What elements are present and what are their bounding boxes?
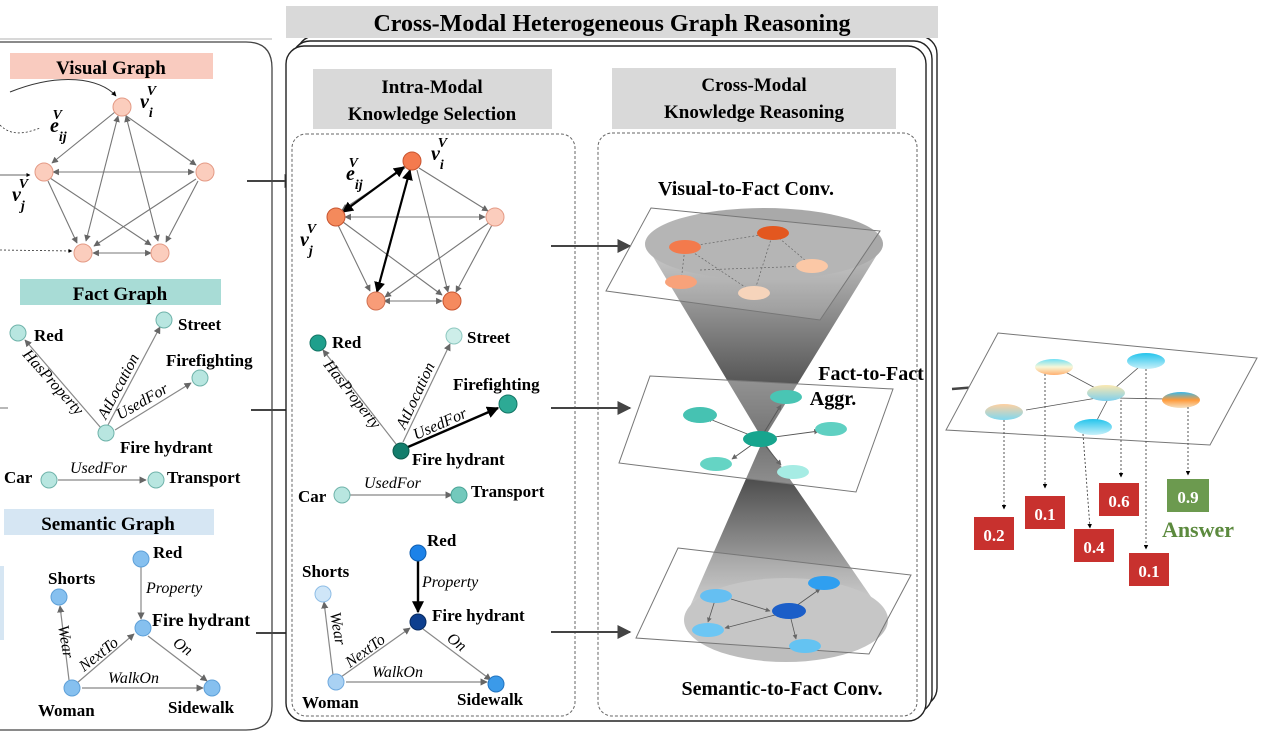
fact-graph-edges — [0, 326, 192, 484]
score-box-1 — [974, 517, 1014, 550]
score-box-4 — [1099, 483, 1139, 516]
visual-graph-label: Visual Graph — [56, 58, 166, 79]
v-j-label: vjV — [12, 177, 30, 214]
visual-to-fact-label: Visual-to-Fact Conv. — [658, 178, 834, 200]
intra-sem-edges — [321, 601, 492, 686]
cross-box — [597, 132, 918, 717]
intra-fact-node-car: Car — [298, 487, 327, 506]
intra-v-i-label: viV — [431, 136, 449, 173]
semantic-graph-edges — [57, 566, 208, 692]
fact-node-car: Car — [4, 468, 33, 487]
visual-graph-nodes — [34, 97, 215, 263]
semantic-graph-label: Semantic Graph — [41, 514, 175, 535]
intra-visual-nodes — [326, 151, 505, 311]
cross-header-line2: Knowledge Reasoning — [664, 102, 844, 123]
cross-header-bg — [612, 68, 896, 129]
top-plane-nodes — [665, 226, 828, 300]
fact-graph-label: Fact Graph — [73, 284, 168, 305]
intra-sem-node-red: Red — [427, 531, 457, 550]
intra-sem-node-sidewalk: Sidewalk — [457, 690, 524, 709]
intra-header-line2: Knowledge Selection — [348, 104, 517, 125]
fact-to-fact-label-2: Aggr. — [810, 388, 856, 410]
visual-graph-label-bg — [10, 53, 213, 79]
fact-to-fact-label-1: Fact-to-Fact — [818, 363, 924, 385]
intra-v-j-label: vjV — [300, 222, 318, 259]
intra-fact-node-fire-hydrant: Fire hydrant — [412, 450, 505, 469]
e-ij-label: eijV — [50, 108, 67, 145]
intra-box — [291, 133, 576, 717]
sem-edge-wear: Wear — [54, 624, 77, 660]
intra-sem-node-shorts: Shorts — [302, 562, 350, 581]
sem-node-sidewalk: Sidewalk — [168, 698, 235, 717]
intra-sem-edge-wear: Wear — [326, 611, 349, 647]
hourglass — [645, 208, 888, 662]
fact-edge-usedfor-2: UsedFor — [70, 460, 128, 477]
intra-fact-nodes — [309, 327, 518, 504]
visual-to-fact-plane — [605, 207, 881, 321]
intra-header-bg — [313, 69, 552, 129]
intra-sem-node-woman: Woman — [302, 693, 359, 712]
intra-to-cross-arrows — [551, 239, 632, 639]
fact-graph-nodes — [9, 311, 209, 489]
sem-node-woman: Woman — [38, 701, 95, 720]
score-3: 0.4 — [1083, 538, 1105, 557]
answer-label: Answer — [1162, 517, 1234, 542]
semantic-to-fact-label: Semantic-to-Fact Conv. — [681, 678, 882, 700]
title-bg — [286, 6, 938, 38]
fact-edge-hasproperty: HasProperty — [18, 346, 87, 420]
score-box-answer — [1167, 479, 1209, 512]
fact-graph-label-bg — [20, 279, 221, 305]
fact-node-red: Red — [34, 326, 64, 345]
intra-fact-bold-edge — [407, 406, 500, 449]
cross-header-line1: Cross-Modal — [701, 75, 806, 96]
intra-sem-node-fire-hydrant: Fire hydrant — [432, 606, 525, 625]
main-title: Cross-Modal Heterogeneous Graph Reasonin… — [373, 11, 850, 37]
sem-node-shorts: Shorts — [48, 569, 96, 588]
score-5: 0.1 — [1138, 562, 1159, 581]
fact-node-transport: Transport — [167, 468, 241, 487]
sem-edge-property: Property — [145, 580, 203, 597]
intra-sem-edge-property: Property — [421, 574, 479, 591]
visual-curve-arrow — [9, 79, 117, 97]
semantic-side-strip — [0, 566, 4, 640]
mid-plane-nodes — [683, 390, 847, 479]
semantic-graph-label-bg — [4, 509, 214, 535]
intra-fact-node-red: Red — [332, 333, 362, 352]
v-i-label: viV — [140, 84, 158, 121]
fact-node-firefighting: Firefighting — [166, 351, 253, 370]
score-box-2 — [1025, 496, 1065, 529]
output-drop-lines — [1001, 369, 1191, 550]
intra-visual-bold-edges — [342, 166, 413, 294]
bottom-plane-nodes — [692, 576, 840, 653]
intra-e-ij-label: eijV — [346, 156, 363, 193]
score-answer: 0.9 — [1177, 488, 1198, 507]
score-4: 0.6 — [1108, 492, 1129, 511]
score-1: 0.2 — [983, 526, 1004, 545]
sem-node-fire-hydrant: Fire hydrant — [152, 610, 250, 630]
fact-node-street: Street — [178, 315, 221, 334]
semantic-graph-nodes — [50, 550, 221, 697]
intra-fact-edge-usedfor-2: UsedFor — [364, 475, 422, 492]
sem-node-red: Red — [153, 543, 183, 562]
score-box-3 — [1074, 529, 1114, 562]
intra-sem-edge-walkon: WalkOn — [372, 664, 423, 681]
fact-node-fire-hydrant: Fire hydrant — [120, 438, 213, 457]
sem-edge-walkon: WalkOn — [108, 670, 159, 687]
visual-in-arrow-2 — [0, 248, 73, 253]
intra-fact-edges — [322, 343, 453, 499]
intra-fact-node-transport: Transport — [471, 482, 545, 501]
intra-sem-nodes — [314, 544, 505, 693]
visual-graph-edges — [47, 111, 199, 257]
visual-dashed-arc — [0, 124, 41, 134]
output-plane-nodes — [985, 353, 1200, 435]
score-box-5 — [1129, 553, 1169, 586]
intra-fact-node-firefighting: Firefighting — [453, 375, 540, 394]
left-panel-border — [0, 41, 273, 731]
score-2: 0.1 — [1034, 505, 1055, 524]
left-panel: Visual Graph viV eijV vjV — [0, 38, 273, 731]
intra-fact-node-street: Street — [467, 328, 510, 347]
intra-header-line1: Intra-Modal — [381, 77, 482, 98]
